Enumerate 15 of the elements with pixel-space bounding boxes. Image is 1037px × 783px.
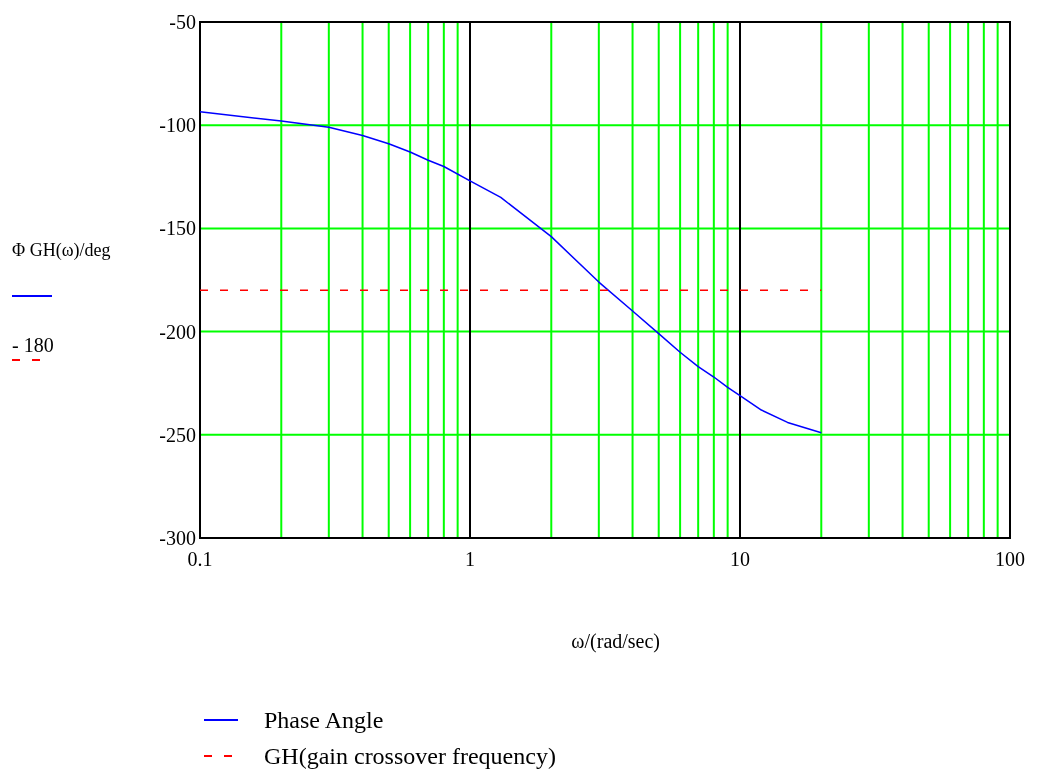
x-tick-label: 100 [995,548,1025,570]
legend-label: GH(gain crossover frequency) [264,743,556,770]
y-tick-label: -150 [159,217,196,240]
y-axis-title: Φ GH(ω)/deg [12,240,111,261]
y-tick-label: -300 [159,527,196,549]
legend-label: Phase Angle [264,707,384,734]
text: - 180 [12,334,54,356]
y-tick-label: -100 [159,114,196,137]
x-tick-label: 1 [465,548,475,570]
y-tick-label: -50 [169,11,196,33]
y-tick-label: -250 [159,423,196,446]
y-tick-label: -200 [159,320,196,343]
x-tick-label: 10 [730,548,750,570]
x-tick-label: 0.1 [187,548,213,570]
x-axis-title: ω/(rad/sec) [571,630,661,653]
